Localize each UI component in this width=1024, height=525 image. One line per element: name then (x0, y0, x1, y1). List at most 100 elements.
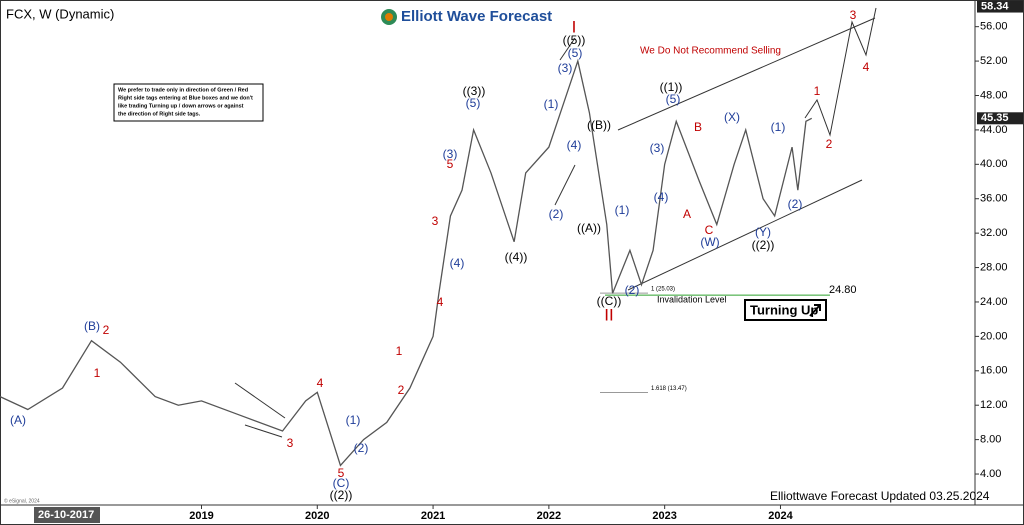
wave-label: (4) (654, 190, 669, 204)
wave-label: 4 (317, 376, 324, 390)
wave-label: ((2)) (330, 488, 353, 502)
wave-label: (1) (346, 413, 361, 427)
wave-label: (Y) (755, 225, 771, 239)
x-tick-label: 2022 (537, 510, 561, 522)
wave-label: 3 (432, 214, 439, 228)
wave-label: B (694, 120, 702, 134)
fib-label: 1.618 (13.47) (651, 386, 687, 392)
signal-arrow (809, 304, 821, 317)
wave-label: 1 (396, 344, 403, 358)
wave-label: A (683, 207, 691, 221)
x-tick-label: 2021 (421, 510, 445, 522)
y-tick-label: 36.00 (980, 193, 1008, 205)
cursor-box (34, 507, 100, 523)
y-tick-label: 12.00 (980, 399, 1008, 411)
wave-label: ((4)) (505, 250, 528, 264)
wave-label: (2) (549, 207, 564, 221)
wave-label: (3) (650, 141, 665, 155)
wave-label: (1) (544, 97, 559, 111)
price-marker (977, 112, 1023, 125)
y-tick-label: 40.00 (980, 158, 1008, 170)
wave-label: (W) (700, 235, 719, 249)
wave-label: (X) (724, 110, 740, 124)
y-tick-label: 16.00 (980, 365, 1008, 377)
wave-label: (1) (615, 203, 630, 217)
channel-line (627, 179, 863, 291)
signal-text: Turning Up (750, 302, 818, 317)
wave-label: 3 (850, 8, 857, 22)
note-line: Right side tags entering at Blue boxes a… (118, 95, 253, 101)
wave-label: (1) (771, 120, 786, 134)
wave-label: 1 (94, 366, 101, 380)
x-tick-label: 2023 (652, 510, 676, 522)
y-tick-label: 24.00 (980, 296, 1008, 308)
wave-label: (4) (450, 256, 465, 270)
wave-line (559, 37, 576, 61)
brand: Elliott Wave Forecast (401, 8, 552, 25)
y-tick-label: 52.00 (980, 55, 1008, 67)
triangle-line (234, 382, 286, 419)
y-tick-label: 28.00 (980, 261, 1008, 273)
chart-title: FCX, W (Dynamic) (6, 6, 114, 21)
wave-label: ((5)) (563, 33, 586, 47)
wave-label: ((1)) (660, 80, 683, 94)
logo: Elliott Wave Forecast (381, 8, 552, 25)
logo-icon (385, 13, 393, 21)
projection-path (804, 7, 877, 137)
signal-box: Turning Up (744, 299, 827, 321)
wave-label: (2) (625, 283, 640, 297)
note-line: We prefer to trade only in direction of … (118, 87, 248, 93)
footer: Elliottwave Forecast Updated 03.25.2024 (770, 489, 990, 503)
y-tick-label: 56.00 (980, 21, 1008, 33)
price-marker-label: 58.34 (981, 0, 1009, 12)
wave-label: (B) (84, 319, 100, 333)
wave-label: 2 (398, 383, 405, 397)
warning: We Do Not Recommend Selling (640, 46, 781, 57)
wave-label: 3 (287, 436, 294, 450)
channel-line (617, 17, 876, 131)
wave-label: C (705, 223, 714, 237)
fib-label: 1 (25.03) (651, 287, 675, 293)
wave-label: 1 (814, 84, 821, 98)
note: We prefer to trade only in direction of … (118, 87, 253, 117)
note-line: the direction of Right side tags. (118, 111, 201, 117)
cursor-date: 26-10-2017 (38, 509, 94, 521)
wave-label: ((2)) (752, 238, 775, 252)
invalidation-label: Invalidation Level (657, 294, 727, 304)
note-box (113, 83, 264, 122)
invalidation-value: 24.80 (829, 284, 857, 296)
y-tick-label: 44.00 (980, 124, 1008, 136)
wave-label: (2) (788, 197, 803, 211)
x-tick-label: 2019 (189, 510, 213, 522)
copyright: © eSignal, 2024 (4, 497, 40, 504)
signal-frame (744, 299, 827, 321)
wave-label: ((3)) (463, 84, 486, 98)
y-tick-label: 20.00 (980, 330, 1008, 342)
wave-label: ((A)) (577, 221, 601, 235)
wave-label: (3) (443, 147, 458, 161)
wave-label: (3) (558, 61, 573, 75)
wave-label: (5) (568, 46, 583, 60)
x-tick-label: 2024 (768, 510, 793, 522)
price-marker (977, 0, 1023, 13)
note-line: like trading Turning up / down arrows or… (118, 103, 244, 109)
wave-label: (5) (466, 96, 481, 110)
y-tick-label: 32.00 (980, 227, 1008, 239)
wave-label: (A) (10, 413, 26, 427)
y-tick-label: 8.00 (980, 434, 1001, 446)
wave-label: 2 (103, 323, 110, 337)
wave-label: II (604, 305, 613, 324)
wave-label: 4 (863, 60, 870, 74)
wave-label: ((C)) (597, 294, 622, 308)
wave-label: 5 (447, 157, 454, 171)
x-tick-label: 2020 (305, 510, 329, 522)
triangle-line (244, 424, 283, 438)
price-marker-label: 45.35 (981, 112, 1009, 124)
wave-label: (4) (567, 138, 582, 152)
y-tick-label: 48.00 (980, 89, 1008, 101)
wave-label: ((B)) (587, 118, 611, 132)
wave-label: 5 (338, 466, 345, 480)
wave-label: (2) (354, 441, 369, 455)
y-tick-label: 4.00 (980, 468, 1001, 480)
